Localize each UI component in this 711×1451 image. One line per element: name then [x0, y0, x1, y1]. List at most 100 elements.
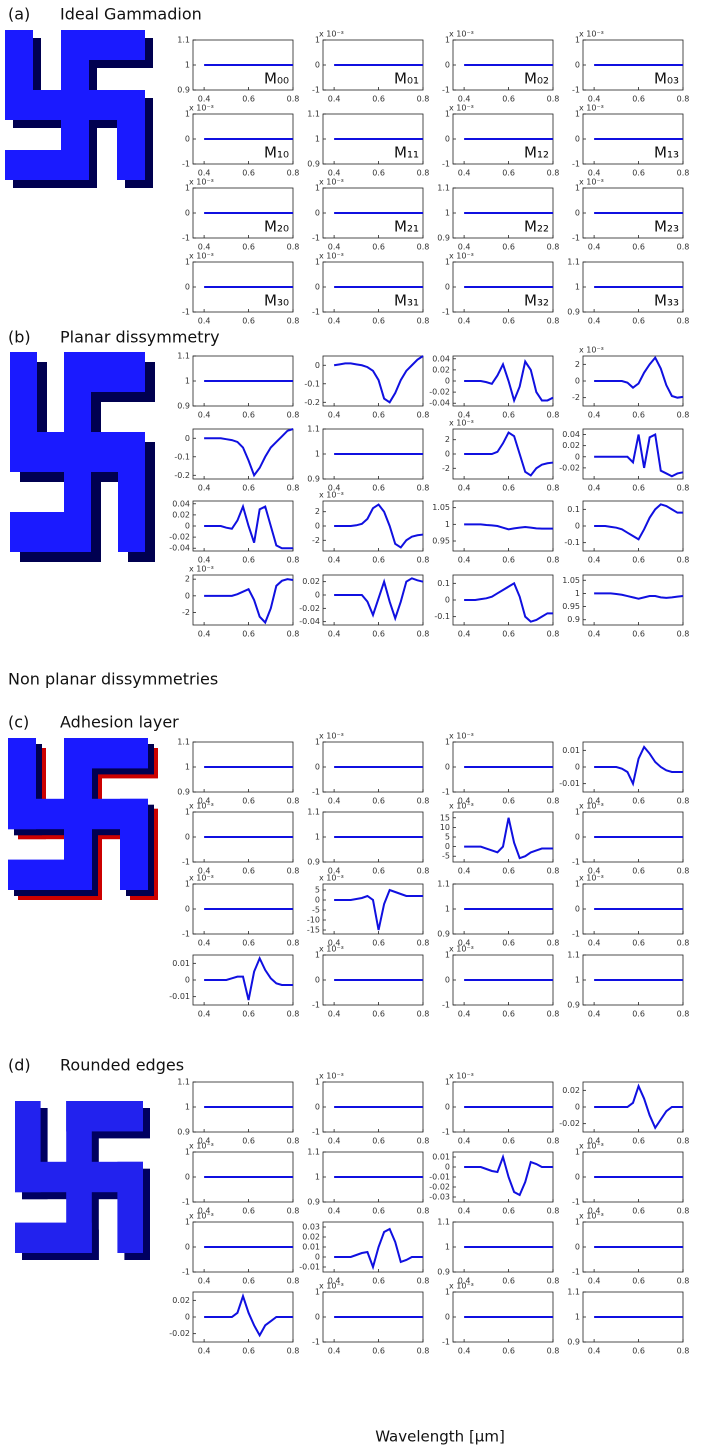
offset-label: x 10⁻³: [579, 104, 604, 113]
x-tick-label: 0.4: [458, 484, 471, 493]
x-tick-label: 0.8: [677, 1010, 690, 1019]
y-tick-label: 1.1: [307, 808, 320, 817]
y-tick-label: 0: [575, 1103, 580, 1112]
x-tick-label: 0.6: [632, 1347, 645, 1356]
x-tick-label: 0.8: [547, 317, 560, 326]
x-tick-label: 0.4: [458, 1207, 471, 1216]
y-tick-label: -0.01: [429, 1173, 450, 1182]
y-tick-label: -1: [442, 86, 450, 95]
y-tick-label: 0.03: [302, 1223, 320, 1232]
y-tick-label: 1: [185, 763, 190, 772]
x-tick-label: 0.4: [328, 1207, 341, 1216]
x-tick-label: 0.6: [502, 484, 515, 493]
y-tick-label: 0: [185, 591, 190, 600]
y-tick-label: 1.05: [432, 503, 450, 512]
y-tick-label: 0: [185, 135, 190, 144]
y-tick-label: -1: [182, 308, 190, 317]
x-tick-label: 0.6: [632, 169, 645, 178]
y-tick-label: 0.9: [307, 1198, 320, 1207]
y-tick-label: -2: [312, 536, 320, 545]
plot-frame: [453, 812, 553, 862]
y-tick-label: -0.04: [169, 544, 190, 553]
x-tick-label: 0.8: [417, 867, 430, 876]
x-tick-label: 0.8: [547, 1207, 560, 1216]
y-tick-label: -1: [572, 930, 580, 939]
x-tick-label: 0.6: [372, 169, 385, 178]
offset-label: x 10⁻³: [319, 30, 344, 39]
y-tick-label: 0: [575, 1243, 580, 1252]
element-label: M₁₁: [394, 144, 419, 162]
x-tick-label: 0.4: [588, 1347, 601, 1356]
x-tick-label: 0.4: [458, 243, 471, 252]
x-tick-label: 0.6: [242, 630, 255, 639]
y-tick-label: 0.02: [302, 577, 320, 586]
x-tick-label: 0.8: [417, 1277, 430, 1286]
x-tick-label: 0.6: [372, 867, 385, 876]
y-tick-label: -1: [182, 1268, 190, 1277]
x-tick-label: 0.8: [417, 243, 430, 252]
x-tick-label: 0.8: [677, 169, 690, 178]
x-tick-label: 0.6: [242, 411, 255, 420]
offset-label: x 10⁻³: [189, 252, 214, 261]
y-tick-label: -1: [182, 160, 190, 169]
section-title: Rounded edges: [60, 1056, 184, 1075]
y-tick-label: 0: [445, 842, 450, 851]
section-title: Adhesion layer: [60, 713, 179, 732]
y-tick-label: 0: [575, 452, 580, 461]
x-tick-label: 0.6: [502, 1137, 515, 1146]
y-tick-label: 0: [185, 976, 190, 985]
x-tick-label: 0.8: [417, 556, 430, 565]
y-tick-label: 2: [445, 435, 450, 444]
x-tick-label: 0.4: [588, 939, 601, 948]
offset-label: x 10⁻³: [449, 945, 474, 954]
y-tick-label: 0.9: [567, 308, 580, 317]
element-label: M₀₃: [654, 70, 679, 88]
y-tick-label: 0: [575, 763, 580, 772]
y-tick-label: 0.9: [437, 1268, 450, 1277]
x-tick-label: 0.6: [242, 556, 255, 565]
y-tick-label: -0.04: [429, 399, 450, 408]
y-tick-label: 0: [315, 976, 320, 985]
x-tick-label: 0.6: [632, 1010, 645, 1019]
x-tick-label: 0.6: [502, 939, 515, 948]
y-tick-label: -5: [442, 852, 450, 861]
x-tick-label: 0.8: [547, 1347, 560, 1356]
x-tick-label: 0.6: [372, 411, 385, 420]
plot-frame: [193, 429, 293, 479]
y-tick-label: -5: [312, 906, 320, 915]
y-tick-label: 1: [575, 283, 580, 292]
x-tick-label: 0.6: [242, 1137, 255, 1146]
x-tick-label: 0.6: [242, 243, 255, 252]
y-tick-label: 0: [185, 1173, 190, 1182]
y-tick-label: 1.1: [437, 1218, 450, 1227]
x-tick-label: 0.4: [198, 1347, 211, 1356]
y-tick-label: -1: [572, 234, 580, 243]
y-tick-label: -1: [572, 858, 580, 867]
x-tick-label: 0.6: [632, 1207, 645, 1216]
x-tick-label: 0.4: [588, 95, 601, 104]
x-tick-label: 0.6: [372, 1207, 385, 1216]
y-tick-label: 0.02: [172, 1296, 190, 1305]
x-tick-label: 0.4: [588, 169, 601, 178]
y-tick-label: -2: [442, 464, 450, 473]
offset-label: x 10⁻³: [189, 1142, 214, 1151]
x-tick-label: 0.4: [198, 169, 211, 178]
y-tick-label: -1: [312, 1001, 320, 1010]
x-tick-label: 0.8: [287, 630, 300, 639]
x-tick-label: 0.6: [242, 797, 255, 806]
x-tick-label: 0.6: [502, 630, 515, 639]
y-tick-label: -0.02: [169, 533, 190, 542]
y-tick-label: 0: [575, 833, 580, 842]
section-label: (b): [8, 328, 31, 347]
x-tick-label: 0.6: [242, 1207, 255, 1216]
y-tick-label: 0: [445, 450, 450, 459]
x-tick-label: 0.6: [372, 484, 385, 493]
plot-frame: [583, 429, 683, 479]
offset-label: x 10⁻³: [189, 104, 214, 113]
x-tick-label: 0.4: [458, 1137, 471, 1146]
y-tick-label: 0.9: [177, 788, 190, 797]
offset-label: x 10⁻³: [579, 346, 604, 355]
x-tick-label: 0.4: [458, 317, 471, 326]
offset-label: x 10⁻³: [449, 104, 474, 113]
y-tick-label: -0.01: [299, 1263, 320, 1272]
